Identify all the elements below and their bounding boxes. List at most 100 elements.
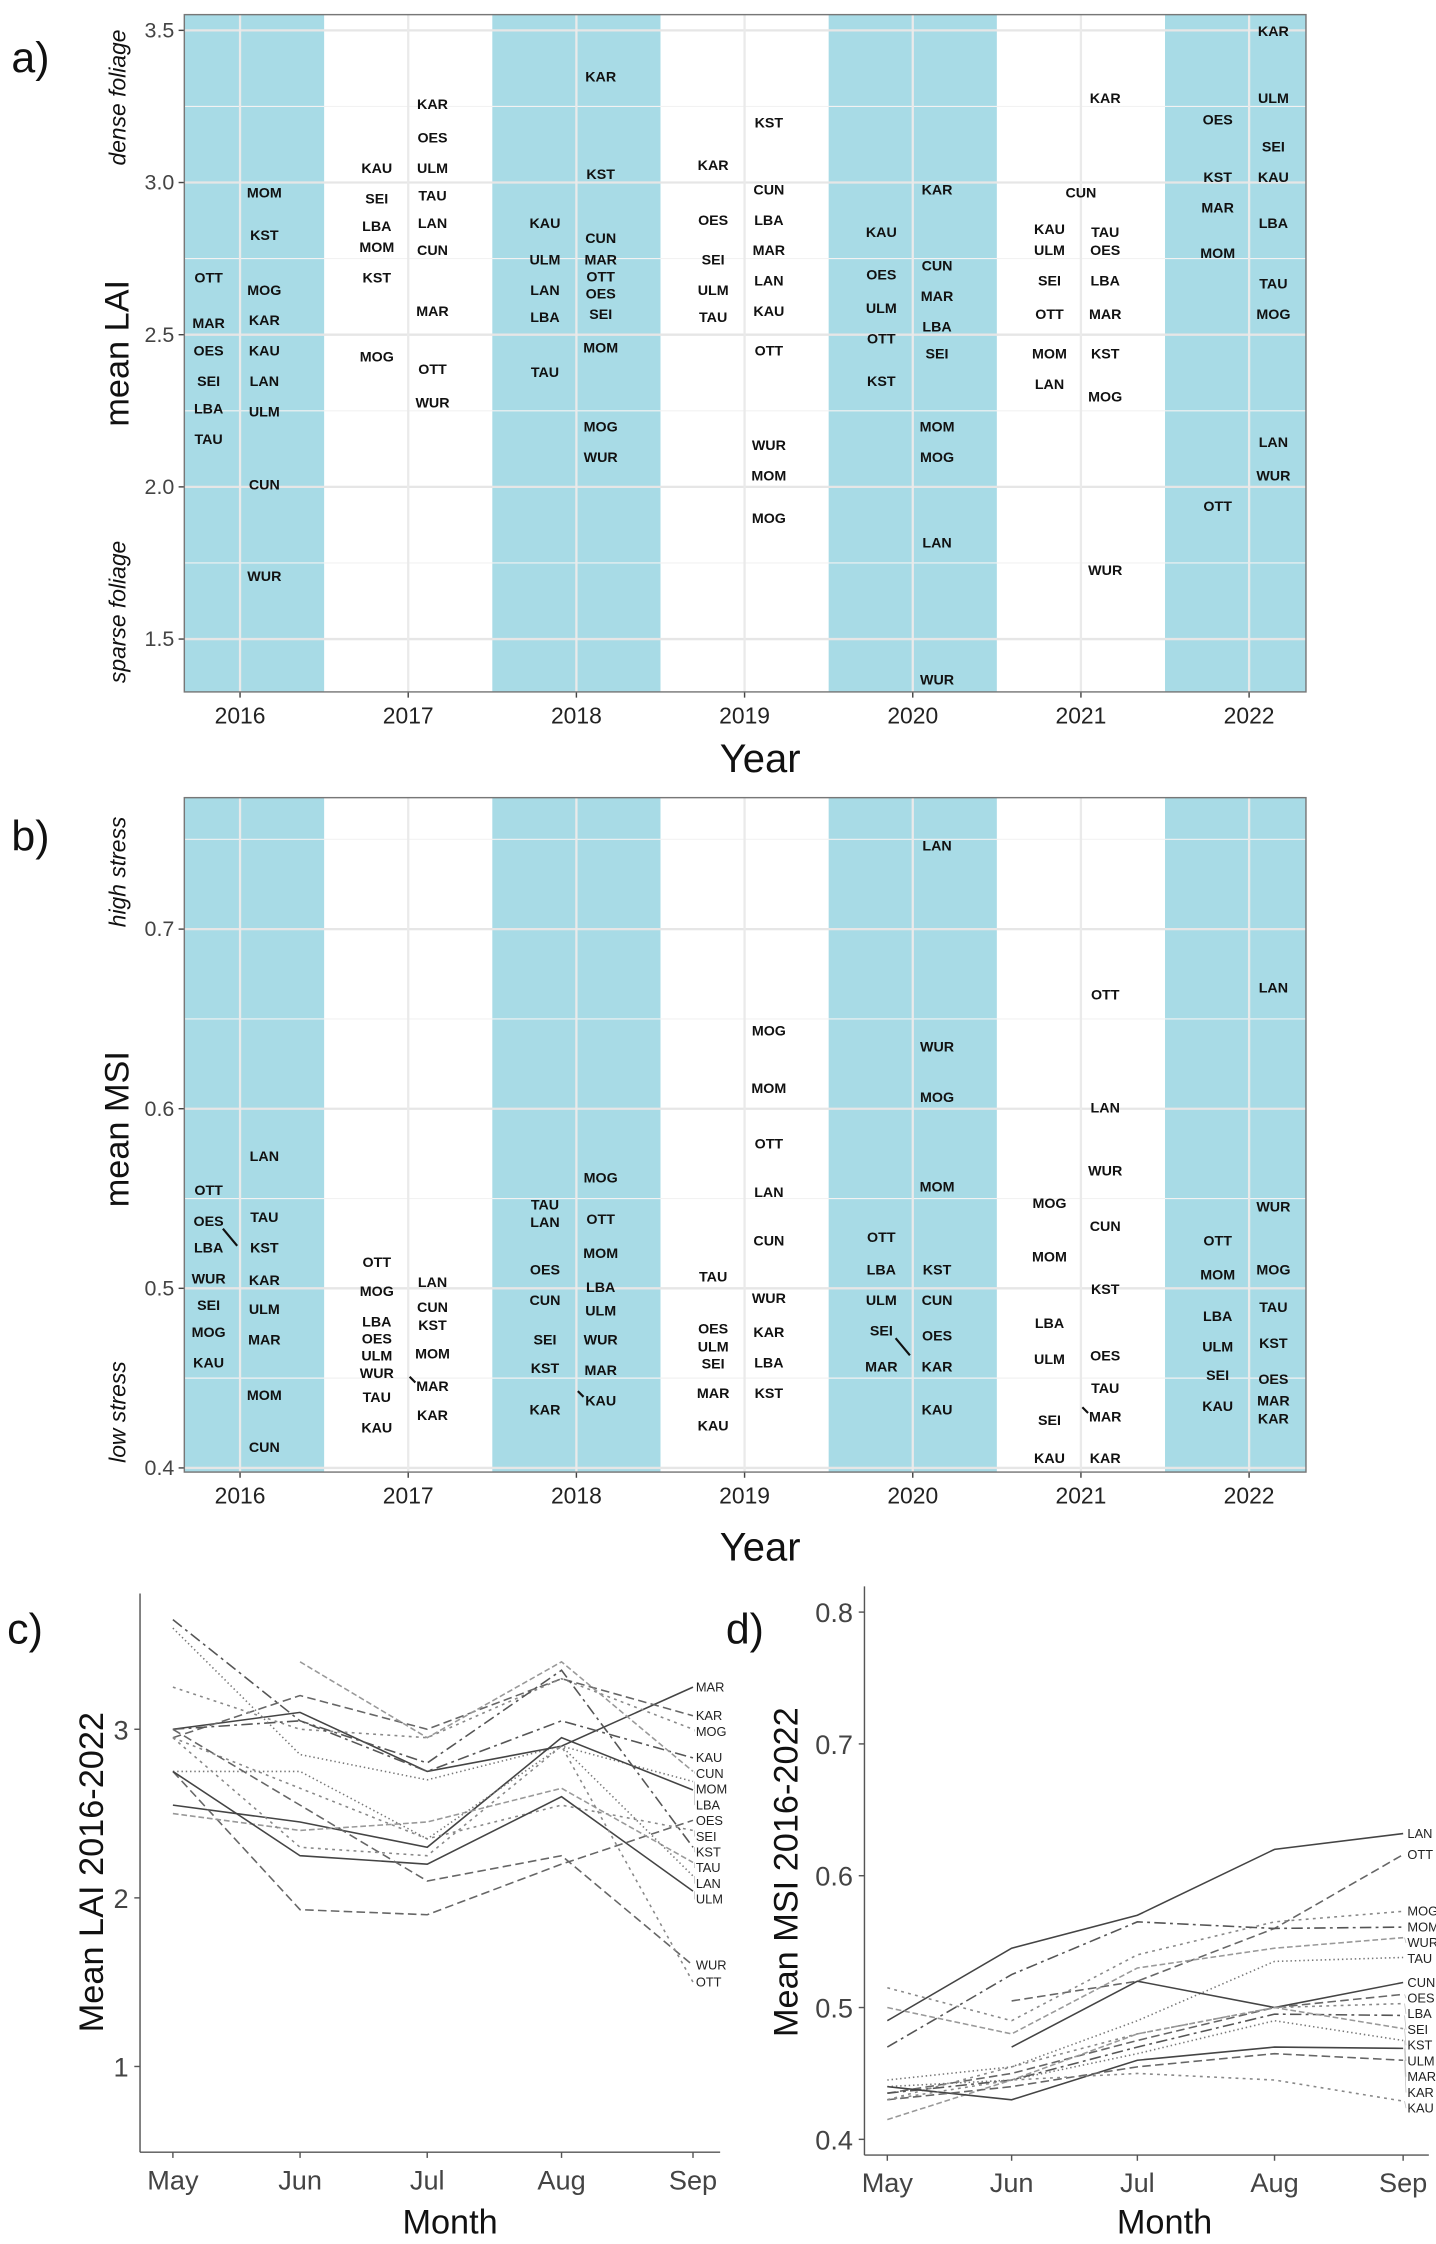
site-label-KAU: KAU (1034, 222, 1065, 238)
site-label-MOG: MOG (192, 1325, 226, 1341)
site-label-KAU: KAU (922, 1402, 953, 1418)
y-tick-label: 0.6 (145, 1097, 175, 1121)
site-label-MOM: MOM (583, 1246, 618, 1262)
site-label-WUR: WUR (920, 1040, 955, 1056)
y-annotation-bottom: sparse foliage (105, 541, 131, 683)
site-label-SEI: SEI (702, 1357, 725, 1373)
site-label-MOG: MOG (1256, 1262, 1290, 1278)
site-label-MOM: MOM (583, 341, 618, 357)
x-tick-label: Jun (278, 2164, 322, 2195)
end-label-leader (1404, 2003, 1407, 2014)
y-tick-label: 3.0 (145, 171, 175, 195)
series-line-MOM (172, 1627, 694, 1783)
x-tick-label: May (147, 2164, 199, 2195)
site-label-LBA: LBA (922, 319, 951, 335)
series-line-OTT (172, 1737, 694, 1983)
site-label-SEI: SEI (197, 1298, 220, 1314)
y-annotation-top: dense foliage (105, 30, 131, 166)
y-tick-label: 0.7 (145, 917, 175, 941)
series-end-label-MOM: MOM (696, 1782, 727, 1797)
site-label-KAR: KAR (530, 1402, 562, 1418)
site-label-ULM: ULM (698, 283, 729, 299)
series-line-WUR (887, 1936, 1404, 2035)
x-axis-title: Year (720, 737, 801, 781)
site-label-WUR: WUR (1088, 1163, 1123, 1179)
site-label-TAU: TAU (699, 310, 727, 326)
y-tick-label: 1.5 (145, 627, 175, 651)
site-label-CUN: CUN (249, 478, 280, 494)
site-label-WUR: WUR (415, 395, 450, 411)
series-end-label-KAU: KAU (696, 1750, 722, 1765)
site-label-KAR: KAR (753, 1325, 785, 1341)
site-label-LBA: LBA (530, 310, 559, 326)
site-label-LAN: LAN (1259, 435, 1288, 451)
site-label-MOM: MOM (1200, 246, 1235, 262)
site-label-MOM: MOM (359, 240, 394, 256)
site-label-LBA: LBA (1203, 1309, 1232, 1325)
site-label-OES: OES (922, 1329, 952, 1345)
x-tick-label: 2022 (1224, 1483, 1275, 1509)
site-label-LAN: LAN (1091, 1101, 1120, 1117)
site-label-LAN: LAN (922, 838, 951, 854)
x-tick-label: Aug (537, 2164, 585, 2195)
site-label-SEI: SEI (926, 347, 949, 363)
x-tick-label: Sep (1379, 2167, 1427, 2198)
y-tick-label: 0.7 (815, 1729, 853, 1760)
site-label-SEI: SEI (1262, 140, 1285, 156)
site-label-SEI: SEI (365, 191, 388, 207)
y-tick-label: 2 (114, 1883, 129, 1914)
site-label-TAU: TAU (418, 188, 446, 204)
series-line-OTT (1011, 1853, 1404, 2002)
site-label-SEI: SEI (589, 307, 612, 323)
leader-line (408, 1375, 417, 1384)
site-label-KAU: KAU (753, 304, 784, 320)
year-band-2016 (184, 14, 325, 692)
series-end-label-OTT: OTT (696, 1974, 722, 1989)
x-tick-label: 2020 (887, 702, 938, 728)
series-line-MOG (887, 1910, 1404, 2022)
leader-line (222, 1227, 239, 1247)
site-label-OES: OES (1258, 1372, 1288, 1388)
site-label-TAU: TAU (1259, 1300, 1287, 1316)
site-label-LBA: LBA (362, 219, 391, 235)
site-label-WUR: WUR (752, 1291, 787, 1307)
series-end-label-MAR: MAR (1407, 2069, 1436, 2084)
site-label-ULM: ULM (417, 161, 448, 177)
y-tick-label: 0.4 (815, 2124, 853, 2155)
site-label-KAU: KAU (866, 225, 897, 241)
site-label-MOG: MOG (920, 450, 954, 466)
series-line-KST (172, 1619, 694, 1848)
site-label-MOM: MOM (751, 468, 786, 484)
site-label-KAU: KAU (1258, 170, 1289, 186)
x-tick-label: 2016 (215, 702, 266, 728)
site-label-KST: KST (1203, 170, 1232, 186)
site-label-ULM: ULM (249, 1302, 280, 1318)
site-label-MOG: MOG (584, 1171, 618, 1187)
site-label-CUN: CUN (530, 1293, 561, 1309)
site-label-CUN: CUN (753, 182, 784, 198)
site-label-MAR: MAR (1201, 201, 1234, 217)
site-label-MAR: MAR (753, 243, 786, 259)
site-label-WUR: WUR (247, 569, 282, 585)
site-label-MOG: MOG (920, 1090, 954, 1106)
y-axis-title: mean MSI (99, 1051, 137, 1207)
y-axis-title: Mean LAI 2016-2022 (73, 1712, 111, 2032)
site-label-KST: KST (250, 1241, 279, 1257)
site-label-ULM: ULM (361, 1349, 392, 1365)
site-label-MAR: MAR (416, 1379, 449, 1395)
series-end-label-MOG: MOG (1407, 1904, 1436, 1919)
site-label-WUR: WUR (1256, 468, 1291, 484)
site-label-MAR: MAR (865, 1359, 898, 1375)
site-label-LBA: LBA (1091, 274, 1120, 290)
site-label-WUR: WUR (360, 1366, 395, 1382)
site-label-LAN: LAN (530, 1215, 559, 1231)
x-tick-label: Aug (1250, 2167, 1298, 2198)
series-end-label-KAU: KAU (1407, 2101, 1433, 2116)
site-label-OTT: OTT (194, 271, 223, 287)
site-label-KST: KST (1091, 1282, 1120, 1298)
site-label-MAR: MAR (584, 1363, 617, 1379)
series-end-label-OES: OES (1407, 1990, 1434, 2005)
site-label-KST: KST (250, 228, 279, 244)
site-label-ULM: ULM (866, 1293, 897, 1309)
